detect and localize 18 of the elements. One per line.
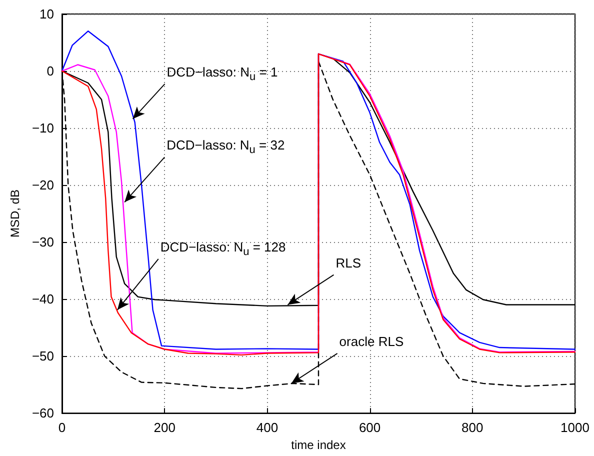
y-tick-label: −40: [32, 292, 54, 307]
y-tick-label: −30: [32, 234, 54, 250]
y-tick-label: 10: [40, 6, 54, 22]
x-tick-label: 0: [58, 420, 66, 436]
x-tick-label: 200: [154, 420, 176, 436]
x-axis-title: time index: [291, 438, 346, 452]
y-tick-label: −10: [32, 120, 54, 136]
y-tick-label: −60: [32, 406, 54, 421]
y-axis-title: MSD, dB: [8, 190, 22, 238]
x-tick-label: 600: [358, 420, 381, 436]
x-tick-label: 800: [462, 420, 484, 436]
x-tick-label: 400: [256, 420, 278, 436]
y-tick-label: −50: [32, 348, 54, 364]
y-tick-label: −20: [32, 178, 54, 193]
x-tick-label: 1000: [560, 420, 590, 436]
y-tick-label: 0: [46, 64, 54, 79]
annotation: oracle RLS: [339, 334, 404, 349]
annotation: RLS: [336, 255, 362, 270]
